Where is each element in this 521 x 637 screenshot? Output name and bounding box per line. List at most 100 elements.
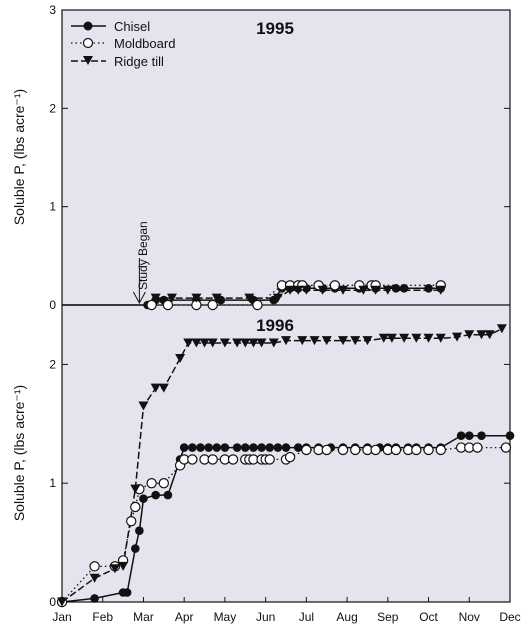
panel-1996-moldboard-point xyxy=(146,478,157,489)
panel-1996-ridge-till-point xyxy=(175,353,186,363)
panel-1996-ridge-till-point xyxy=(232,338,243,348)
panel-1996-ridge-till-point xyxy=(158,383,169,393)
panel-frame xyxy=(61,9,511,603)
panel-1995-ridge-till-point xyxy=(358,285,369,295)
panel-1996-ridge-till-point xyxy=(191,338,202,348)
panel-1996-ridge-till-point xyxy=(452,332,463,342)
panel-1996-xtick-label: Jul xyxy=(299,610,314,624)
panel-1996-xtick-label: May xyxy=(214,610,237,624)
panel-1996-moldboard-point xyxy=(390,444,402,456)
panel-1996-ridge-till-point xyxy=(240,338,251,348)
panel-1996-xtick-label: Sep xyxy=(377,610,399,624)
panel-1995-ridge-till-point xyxy=(272,293,283,303)
panel-1996-xtick-label: Mar xyxy=(133,610,154,624)
panel-1996-chisel-point xyxy=(456,431,466,440)
panel-1996-chisel-point xyxy=(188,443,197,452)
panel-1996-ridge-till-point xyxy=(281,336,291,346)
panel-1996-xtick-label: Nov xyxy=(459,610,480,624)
panel-1996-series xyxy=(56,324,515,608)
study-began-arrow-head xyxy=(132,291,146,305)
panel-1995-ridge-till-point xyxy=(244,293,255,303)
panel-1996-xtick-label: Dec xyxy=(499,610,520,624)
panel-1996-ridge-till-point xyxy=(118,561,129,571)
panel-1995-ridge-till-point xyxy=(301,285,312,295)
panel-1996-ytick-label: 0 xyxy=(49,595,56,609)
panel-1996-chisel-point xyxy=(204,443,213,452)
panel-1996-moldboard-point xyxy=(158,478,170,489)
panel-1995-ridge-till-point xyxy=(166,293,177,303)
legend-item-moldboard: Moldboard xyxy=(71,36,175,51)
panel-1996-chisel-point xyxy=(464,431,474,440)
panel-1996-ridge-till-point xyxy=(362,336,373,346)
panel-1996-ridge-till-point xyxy=(297,336,308,346)
panel-1995-moldboard-point xyxy=(207,299,218,311)
panel-1996-moldboard-point xyxy=(423,444,434,456)
panel-1996-ridge-till-point xyxy=(321,336,332,346)
panel-1996-ridge-till-point xyxy=(423,333,434,343)
panel-1995-ridge-till-point xyxy=(382,285,393,295)
panel-1996-ridge-till-point xyxy=(378,333,389,343)
panel-1995-chisel-point xyxy=(391,283,401,293)
panel-1996-chisel-point xyxy=(163,490,173,500)
panel-1996-chisel-point xyxy=(90,594,99,603)
panel-1996-ridge-till-point xyxy=(138,401,149,411)
panel-1996-chisel-point xyxy=(257,443,266,452)
panel-1996-title: 1996 xyxy=(256,316,294,335)
panel-1996-moldboard-point xyxy=(411,444,422,456)
panel-1996-chisel-point xyxy=(273,443,283,452)
panel-1995-ridge-till-point xyxy=(435,285,446,295)
panel-1995-ridge-till-point xyxy=(150,293,161,303)
panel-1996-moldboard-point xyxy=(89,561,100,572)
panel-1995-ridge-till-point xyxy=(338,285,349,295)
panel-1996-moldboard-point xyxy=(227,454,239,465)
panel-1996-ridge-till-point xyxy=(268,338,279,348)
panel-1995-chisel-point xyxy=(399,283,409,293)
legend-label-chisel: Chisel xyxy=(114,19,150,34)
panel-1996-xtick-label: Feb xyxy=(92,610,113,624)
panel-1996-ridge-till-point xyxy=(435,333,446,343)
panel-1996-axis: 0 1 2 Jan Feb Mar Apr May Jun Jul Aug Sep Oct Nov Dec xyxy=(49,357,520,624)
panel-1996-ridge-till-point xyxy=(199,338,210,348)
panel-1995-ytick-label: 0 xyxy=(49,298,56,312)
panel-1996-chisel-point xyxy=(265,443,275,452)
panel-1995-ytick-label: 2 xyxy=(49,101,56,115)
panel-1996-ridge-till-point xyxy=(248,338,259,348)
panel-1995-chisel-point xyxy=(424,283,433,293)
panel-1996-moldboard-point xyxy=(187,454,198,465)
panel-1996-moldboard-point xyxy=(301,444,312,456)
panel-1996-moldboard-point xyxy=(126,516,137,527)
panel-1996-ytick-label: 1 xyxy=(49,476,56,490)
panel-1995-ridge-till-point xyxy=(293,285,304,295)
panel-1996-ridge-till-point xyxy=(309,336,320,346)
panel-1996-ridge-till-point xyxy=(399,333,410,343)
panel-1996-chisel-point xyxy=(505,431,515,440)
panel-1996-chisel-point xyxy=(220,443,230,452)
legend-label-ridge-till: Ridge till xyxy=(114,54,164,69)
legend-item-ridge-till: Ridge till xyxy=(71,54,164,69)
panel-1995-ridge-till-point xyxy=(317,285,328,295)
panel-1996-ridge-till-point xyxy=(476,330,487,340)
panel-1996-moldboard-point xyxy=(337,444,349,456)
panel-1996-xtick-label: Aug xyxy=(336,610,357,624)
panel-1996-chisel-point xyxy=(179,443,189,452)
panel-1995-ytick-label: 3 xyxy=(49,3,56,17)
panel-1996-ridge-till-point xyxy=(150,383,161,393)
panel-1996-chisel-point xyxy=(139,494,148,503)
panel-1996-ridge-till-point xyxy=(411,333,422,343)
panel-1996-ridge-till-point xyxy=(207,338,218,348)
panel-1996-ridge-till-point xyxy=(57,597,67,607)
panel-1996-ridge-till-point xyxy=(109,564,120,574)
panel-1996-chisel-point xyxy=(196,443,205,452)
panel-1995-title: 1995 xyxy=(256,19,294,38)
panel-1995-ylabel: Soluble P, (lbs acre⁻¹) xyxy=(11,89,27,225)
panel-1996-moldboard-point xyxy=(472,442,483,453)
panel-1996-chisel-point xyxy=(249,443,258,452)
legend-label-moldboard: Moldboard xyxy=(114,36,175,51)
panel-1996-chisel-point xyxy=(281,443,291,452)
panel-1996-ridge-till-point xyxy=(484,330,495,340)
panel-1996-ridge-till-point xyxy=(338,336,349,346)
panel-1996-xtick-label: Jun xyxy=(256,610,275,624)
panel-1996-chisel-point xyxy=(232,443,242,452)
panel-1995-ytick-label: 1 xyxy=(49,200,56,214)
panel-1996-xtick-label: Apr xyxy=(175,610,194,624)
